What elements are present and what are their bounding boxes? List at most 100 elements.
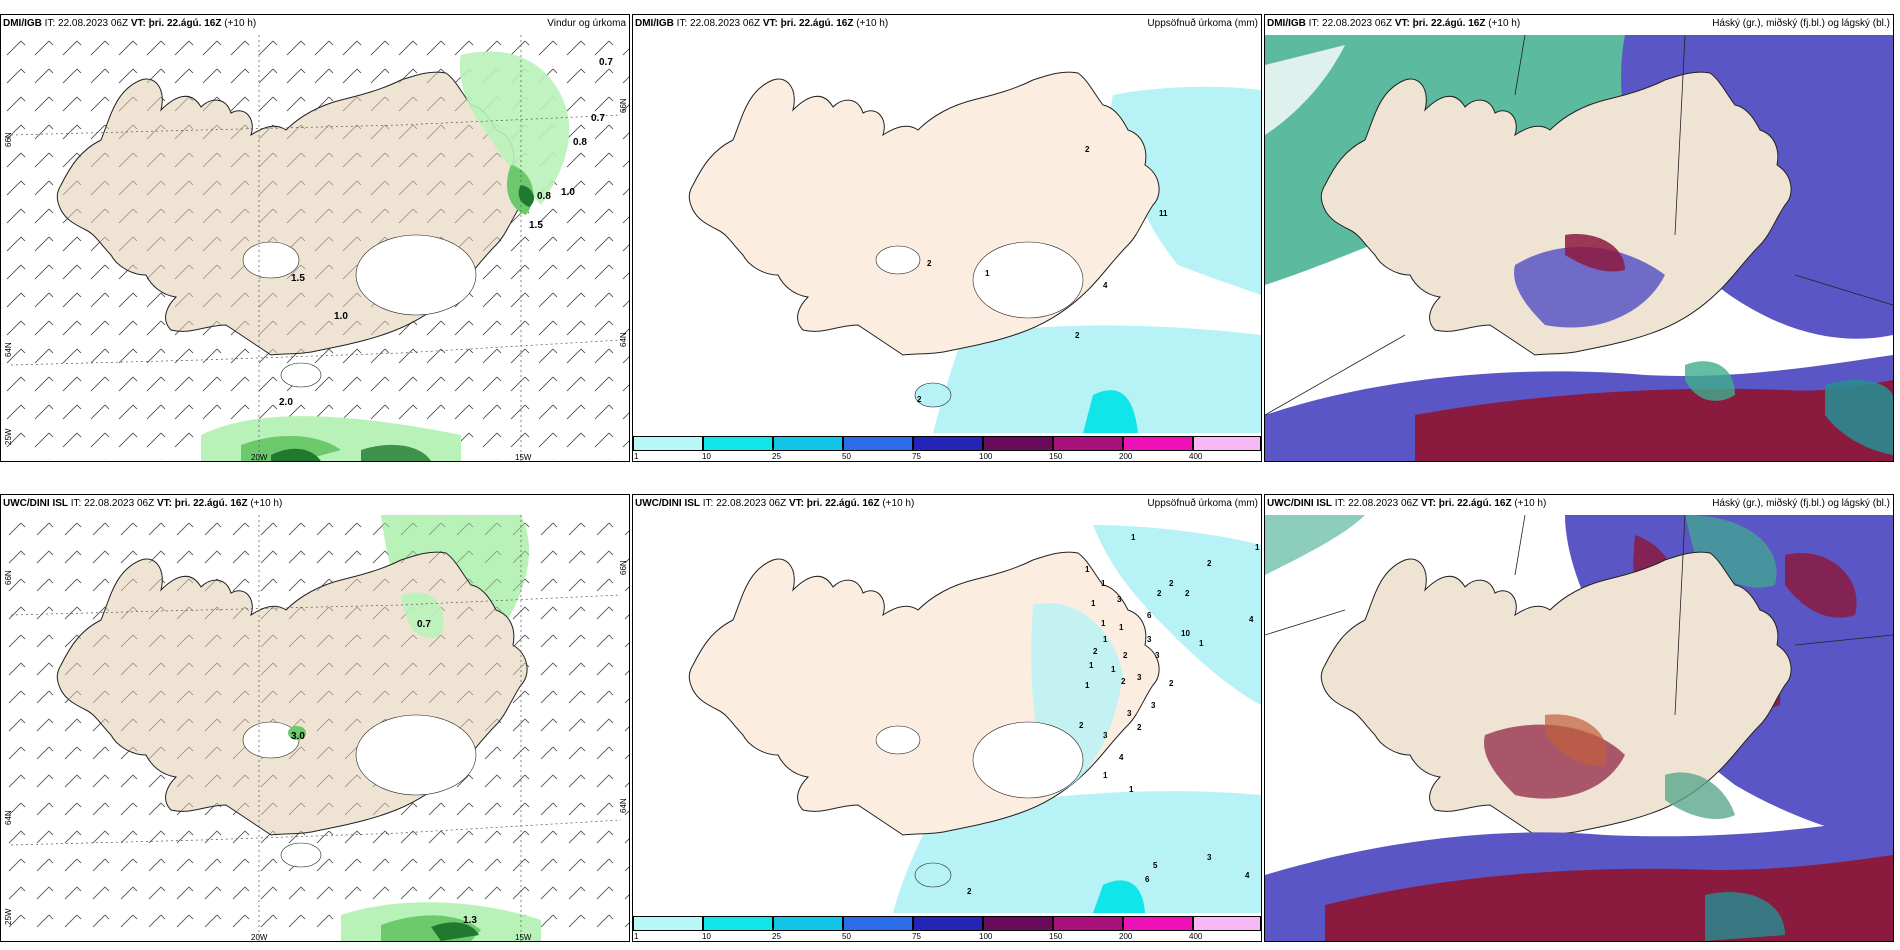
field-title: Háský (gr.), miðský (fj.bl.) og lágský (… <box>1712 498 1890 509</box>
precip-amount: 1 <box>1255 543 1260 552</box>
panel-dmi-wind-precip: DMI/IGB IT: 22.08.2023 06Z VT: þri. 22.á… <box>0 14 630 462</box>
accum-precip-map <box>633 35 1261 433</box>
lat-label: 66N <box>4 132 13 147</box>
colorbar-tick: 400 <box>1189 932 1203 941</box>
precip-amount: 4 <box>1119 753 1124 762</box>
precip-amount: 3 <box>1151 701 1156 710</box>
colorbar: 1 10 25 50 75 100 150 200 400 <box>633 433 1261 461</box>
precip-amount: 6 <box>1147 611 1152 620</box>
lon-label: 20W <box>251 933 268 942</box>
colorbar-swatch <box>1053 436 1123 451</box>
precip-amount: 2 <box>1075 331 1080 340</box>
lat-label: 66N <box>619 560 628 575</box>
precip-amount: 2 <box>1079 721 1084 730</box>
precip-amount: 2 <box>1185 589 1190 598</box>
lon-label: 15W <box>515 933 532 942</box>
panel-uwc-accum-precip: UWC/DINI ISL IT: 22.08.2023 06Z VT: þri.… <box>632 494 1262 942</box>
panel-dmi-accum-precip: DMI/IGB IT: 22.08.2023 06Z VT: þri. 22.á… <box>632 14 1262 462</box>
colorbar-swatch <box>843 916 913 931</box>
lat-label: 25W <box>4 908 13 925</box>
colorbar: 1 10 25 50 75 100 150 200 400 <box>633 913 1261 941</box>
lat-label: 66N <box>619 98 628 113</box>
colorbar-swatch <box>843 436 913 451</box>
colorbar-tick: 10 <box>702 932 711 941</box>
precip-value: 3.0 <box>291 731 305 742</box>
colorbar-tick: 100 <box>979 932 993 941</box>
panel-header: UWC/DINI ISL IT: 22.08.2023 06Z VT: þri.… <box>1265 495 1893 513</box>
precip-amount: 3 <box>1117 595 1122 604</box>
colorbar-swatch <box>1053 916 1123 931</box>
lat-label: 64N <box>4 810 13 825</box>
precip-amount: 1 <box>1119 623 1124 632</box>
precip-amount: 3 <box>1155 651 1160 660</box>
colorbar-tick: 75 <box>912 452 921 461</box>
precip-amount: 1 <box>1091 599 1096 608</box>
precip-amount: 2 <box>1093 647 1098 656</box>
precip-value: 1.5 <box>529 220 543 231</box>
colorbar-swatch <box>703 436 773 451</box>
field-title: Háský (gr.), miðský (fj.bl.) og lágský (… <box>1712 18 1890 29</box>
precip-amount: 1 <box>1103 771 1108 780</box>
colorbar-swatch <box>913 916 983 931</box>
cloud-map <box>1265 515 1893 941</box>
colorbar-swatch <box>703 916 773 931</box>
precip-amount: 1 <box>1111 665 1116 674</box>
colorbar-tick: 75 <box>912 932 921 941</box>
precip-amount: 2 <box>1085 145 1090 154</box>
precip-amount: 2 <box>1169 579 1174 588</box>
colorbar-swatch <box>773 436 843 451</box>
precip-value: 0.8 <box>537 191 551 202</box>
precip-amount: 1 <box>1085 681 1090 690</box>
colorbar-swatch <box>1123 916 1193 931</box>
colorbar-tick: 150 <box>1049 452 1063 461</box>
precip-amount: 6 <box>1145 875 1150 884</box>
colorbar-tick: 150 <box>1049 932 1063 941</box>
precip-amount: 5 <box>1153 861 1158 870</box>
precip-amount: 2 <box>927 259 932 268</box>
precip-value: 0.7 <box>417 619 431 630</box>
precip-value: 0.8 <box>573 137 587 148</box>
colorbar-tick: 400 <box>1189 452 1203 461</box>
precip-amount: 2 <box>1121 677 1126 686</box>
colorbar-tick: 1 <box>634 452 639 461</box>
colorbar-swatch <box>1193 916 1261 931</box>
precip-amount: 4 <box>1245 871 1250 880</box>
cloud-map <box>1265 35 1893 461</box>
colorbar-tick: 10 <box>702 452 711 461</box>
precip-amount: 1 <box>1085 565 1090 574</box>
panel-header: UWC/DINI ISL IT: 22.08.2023 06Z VT: þri.… <box>633 495 1261 513</box>
precip-amount: 2 <box>1207 559 1212 568</box>
wind-precip-map <box>1 35 629 461</box>
precip-amount: 4 <box>1249 615 1254 624</box>
precip-value: 0.7 <box>599 57 613 68</box>
colorbar-swatch <box>773 916 843 931</box>
colorbar-tick: 1 <box>634 932 639 941</box>
colorbar-swatch <box>1123 436 1193 451</box>
panel-header: DMI/IGB IT: 22.08.2023 06Z VT: þri. 22.á… <box>1 15 629 33</box>
precip-amount: 1 <box>1089 661 1094 670</box>
precip-value: 1.0 <box>561 187 575 198</box>
panel-header: DMI/IGB IT: 22.08.2023 06Z VT: þri. 22.á… <box>633 15 1261 33</box>
precip-value: 1.3 <box>463 915 477 926</box>
precip-amount: 10 <box>1181 629 1190 638</box>
colorbar-tick: 50 <box>842 452 851 461</box>
precip-amount: 4 <box>1103 281 1108 290</box>
precip-amount: 2 <box>1123 651 1128 660</box>
colorbar-swatch <box>913 436 983 451</box>
precip-amount: 1 <box>1103 635 1108 644</box>
precip-amount: 2 <box>1157 589 1162 598</box>
lat-label: 64N <box>619 798 628 813</box>
precip-amount: 3 <box>1127 709 1132 718</box>
colorbar-swatch <box>1193 436 1261 451</box>
colorbar-tick: 200 <box>1119 452 1133 461</box>
precip-value: 1.0 <box>334 311 348 322</box>
lat-label: 64N <box>4 342 13 357</box>
precip-amount: 1 <box>1199 639 1204 648</box>
precip-amount: 2 <box>917 395 922 404</box>
lat-label: 66N <box>4 570 13 585</box>
precip-amount: 2 <box>967 887 972 896</box>
panel-dmi-clouds: DMI/IGB IT: 22.08.2023 06Z VT: þri. 22.á… <box>1264 14 1894 462</box>
panel-uwc-clouds: UWC/DINI ISL IT: 22.08.2023 06Z VT: þri.… <box>1264 494 1894 942</box>
precip-amount: 1 <box>1131 533 1136 542</box>
lon-label: 15W <box>515 453 532 462</box>
